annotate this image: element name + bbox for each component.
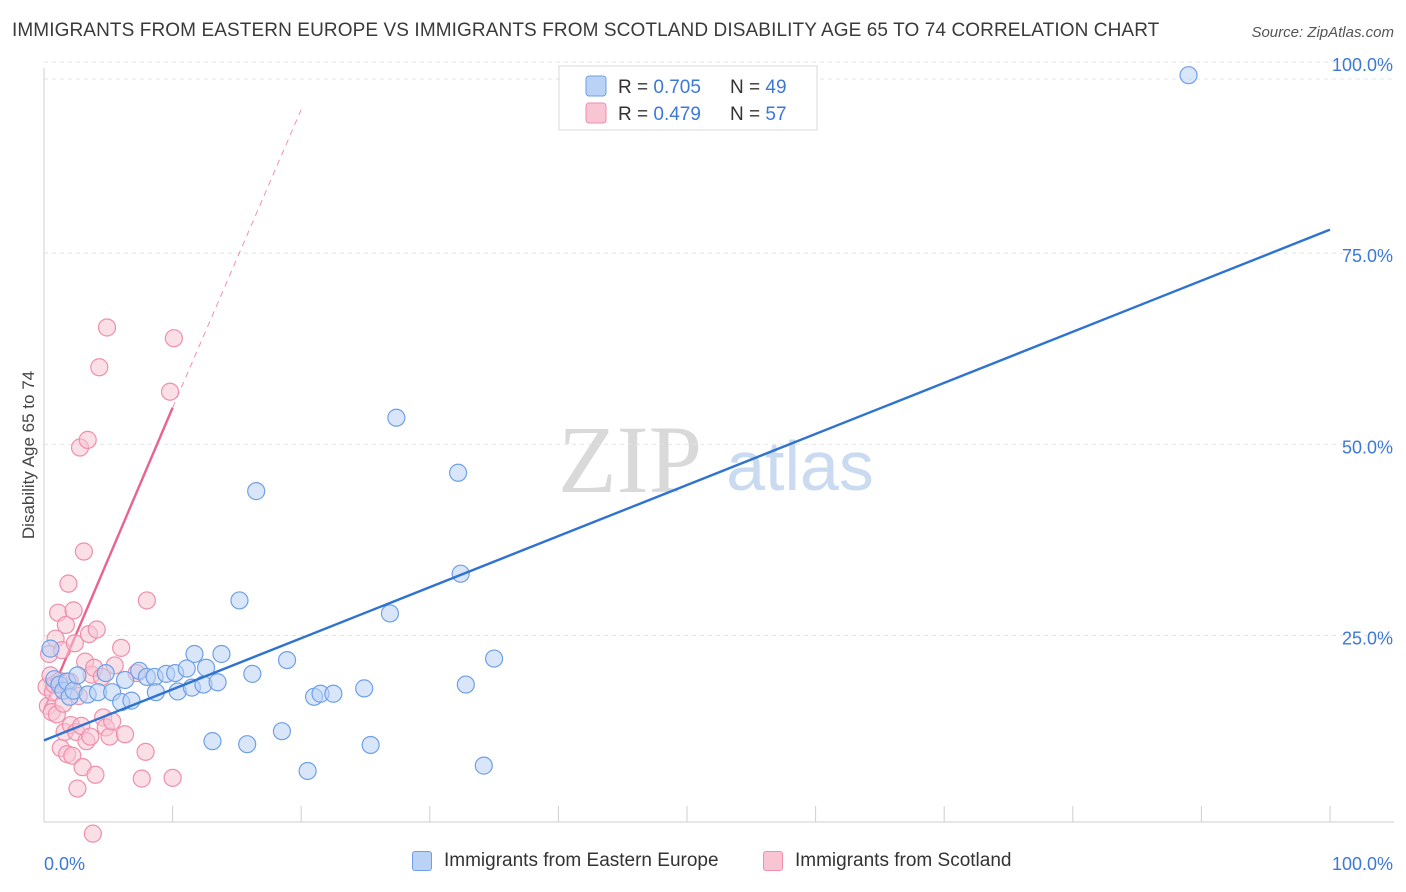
legend-r-label-2: R = [618, 104, 653, 125]
point-scotland-45 [100, 727, 119, 746]
point-scotland-40 [90, 358, 109, 377]
point-scotland-36 [83, 824, 102, 843]
point-eastern-europe-31 [238, 735, 257, 754]
point-scotland-21 [64, 601, 83, 620]
point-scotland-39 [87, 620, 106, 639]
svg-text:R = 0.479: R = 0.479 [618, 104, 701, 125]
point-eastern-europe-10 [96, 663, 115, 683]
point-eastern-europe-47 [474, 756, 493, 775]
legend-label-eastern-europe: Immigrants from Eastern Europe [444, 850, 719, 871]
x-tick-label-1: 100.0% [1332, 854, 1393, 874]
point-eastern-europe-28 [208, 673, 227, 692]
legend-r-label-1: R = [618, 77, 653, 98]
point-eastern-europe-42 [380, 604, 400, 623]
source-label: Source: ZipAtlas.com [1251, 24, 1394, 41]
y-tick-label-1: 50.0% [1342, 437, 1393, 457]
grid [44, 61, 1394, 636]
trendline-scotland [42, 407, 174, 711]
chart-title: IMMIGRANTS FROM EASTERN EUROPE VS IMMIGR… [12, 20, 1160, 41]
point-eastern-europe-35 [277, 650, 297, 670]
point-scotland-34 [81, 727, 100, 746]
point-eastern-europe-33 [247, 482, 266, 501]
trendline-scotland-extension [172, 109, 302, 408]
point-eastern-europe-40 [355, 679, 374, 698]
y-tick-label-3: 100.0% [1332, 55, 1393, 75]
legend-n-value-1: 49 [765, 77, 786, 98]
x-tick-label-0: 0.0% [44, 854, 85, 874]
point-scotland-52 [136, 742, 155, 761]
point-scotland-51 [132, 769, 151, 788]
tick-labels: 25.0% 50.0% 75.0% 100.0% 0.0% 100.0% [44, 55, 1393, 874]
point-scotland-55 [163, 768, 182, 787]
points-scotland [37, 318, 183, 843]
watermark-zip: ZIP [558, 406, 702, 513]
point-eastern-europe-30 [230, 591, 249, 610]
point-scotland-54 [160, 382, 180, 401]
legend-item-scotland: Immigrants from Scotland [763, 850, 1011, 872]
point-eastern-europe-36 [298, 761, 317, 781]
y-axis-label: Disability Age 65 to 74 [19, 371, 38, 539]
point-scotland-56 [164, 329, 183, 348]
point-scotland-24 [68, 779, 87, 798]
legend-n-label-1: N = [730, 77, 765, 98]
point-eastern-europe-0 [41, 639, 60, 658]
legend-swatch-eastern-europe [585, 75, 607, 97]
point-eastern-europe-39 [324, 684, 343, 703]
point-eastern-europe-34 [272, 722, 292, 741]
point-scotland-38 [86, 765, 105, 784]
legend-swatch-scotland [585, 102, 607, 124]
trend-eastern-europe [43, 228, 1331, 742]
svg-text:N = 57: N = 57 [730, 104, 787, 125]
point-eastern-europe-22 [177, 659, 196, 678]
y-tick-label-0: 25.0% [1342, 628, 1393, 648]
y-tick-label-2: 75.0% [1342, 246, 1393, 266]
point-scotland-32 [78, 430, 97, 449]
point-scotland-29 [74, 542, 93, 561]
point-scotland-15 [56, 615, 75, 635]
point-eastern-europe-27 [203, 732, 222, 751]
point-scotland-44 [97, 318, 117, 337]
trendline-eastern-europe [43, 228, 1331, 742]
point-scotland-49 [115, 725, 135, 744]
point-scotland-17 [59, 574, 78, 593]
point-scotland-20 [63, 746, 82, 765]
legend-n-value-2: 57 [765, 104, 786, 125]
watermark-atlas: atlas [726, 427, 874, 505]
legend-r-value-2: 0.479 [653, 104, 701, 125]
point-scotland-22 [65, 634, 84, 653]
point-eastern-europe-7 [68, 666, 87, 685]
legend-n-label-2: N = [730, 104, 765, 125]
legend-swatch-blue [412, 851, 432, 871]
svg-text:N = 49: N = 49 [730, 77, 787, 98]
series-legend: Immigrants from Eastern Europe Immigrant… [0, 850, 1406, 880]
stats-legend: R = 0.705 N = 49 R = 0.479 N = 57 [558, 65, 818, 131]
point-eastern-europe-44 [448, 463, 468, 482]
point-eastern-europe-24 [185, 644, 204, 664]
point-eastern-europe-43 [387, 408, 406, 427]
point-eastern-europe-13 [115, 670, 135, 690]
point-eastern-europe-48 [485, 649, 504, 668]
svg-text:R = 0.705: R = 0.705 [618, 77, 701, 98]
axes [43, 68, 1394, 823]
point-eastern-europe-46 [456, 675, 475, 694]
point-eastern-europe-49 [1179, 66, 1198, 85]
point-eastern-europe-29 [212, 644, 231, 664]
trend-scotland [42, 109, 302, 711]
point-eastern-europe-41 [361, 735, 380, 755]
legend-item-eastern-europe: Immigrants from Eastern Europe [412, 850, 719, 872]
legend-label-scotland: Immigrants from Scotland [795, 850, 1012, 871]
point-scotland-53 [137, 591, 156, 610]
point-scotland-48 [112, 638, 131, 657]
legend-r-value-1: 0.705 [653, 77, 701, 98]
points-eastern-europe [41, 66, 1198, 781]
legend-swatch-pink [763, 851, 783, 871]
point-eastern-europe-32 [243, 664, 262, 683]
